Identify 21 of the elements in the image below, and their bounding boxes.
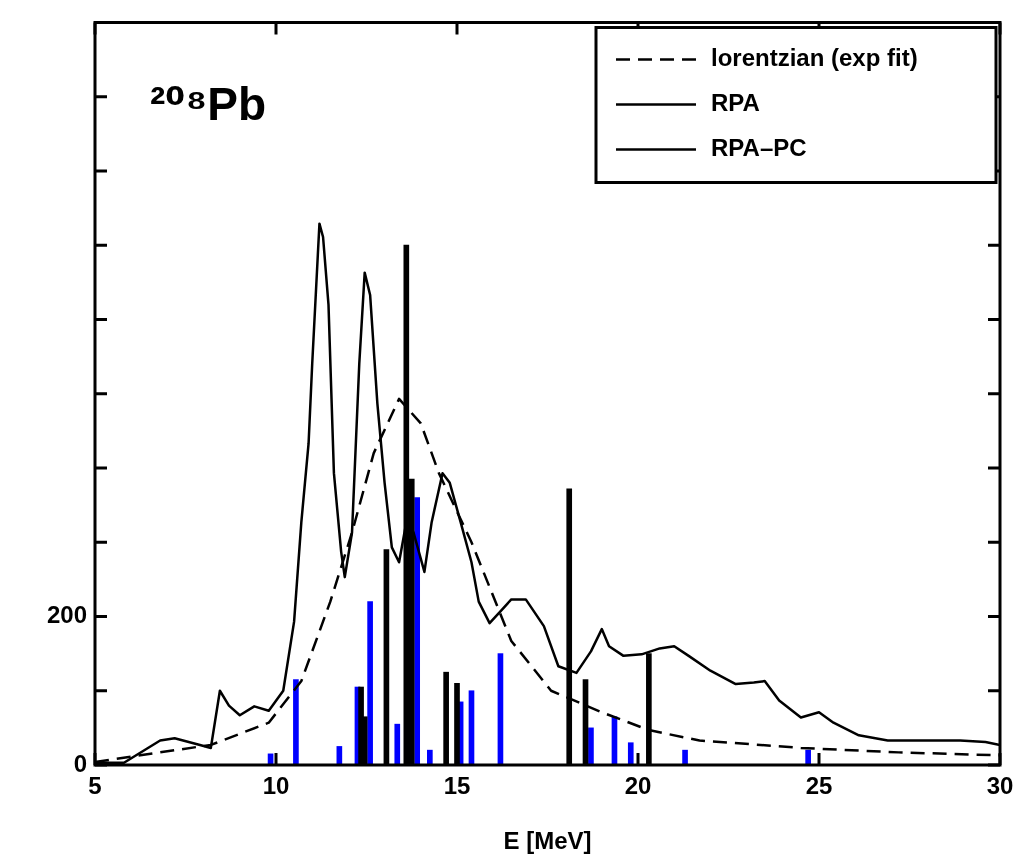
bar <box>627 742 634 765</box>
x-tick-label: 30 <box>986 772 1014 800</box>
bar <box>394 723 401 765</box>
y-tick-label: 200 <box>46 601 87 629</box>
x-tick-label: 10 <box>262 772 290 800</box>
legend-label: RPA–PC <box>711 134 807 162</box>
bar <box>682 749 688 765</box>
y-tick-label: 0 <box>73 749 87 777</box>
x-tick-label: 20 <box>624 772 652 800</box>
x-tick-label: 25 <box>805 772 833 800</box>
text: ²⁰⁸Pb <box>150 78 266 131</box>
x-tick-label: 5 <box>88 772 102 800</box>
x-tick-label: 15 <box>443 772 471 800</box>
legend-label: RPA <box>711 89 760 117</box>
bar <box>427 749 433 765</box>
bar <box>588 727 594 765</box>
legend-label: lorentzian (exp fit) <box>711 44 918 72</box>
bar <box>293 679 299 765</box>
x-axis-title: E [MeV] <box>503 827 592 855</box>
bar <box>805 749 811 765</box>
bar <box>367 601 373 765</box>
